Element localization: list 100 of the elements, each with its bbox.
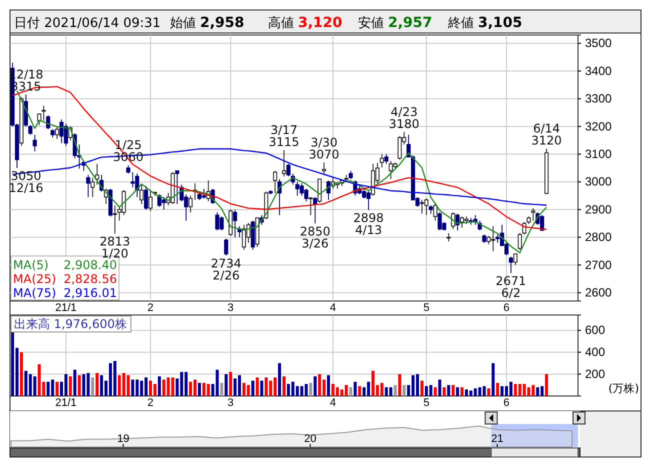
bar <box>478 387 482 396</box>
bar <box>158 376 161 396</box>
candlestick <box>384 154 388 164</box>
x-tick-label: 5 <box>423 302 430 314</box>
bar <box>349 387 352 396</box>
bar <box>131 380 134 396</box>
x-tick-label: 2 <box>147 302 154 314</box>
bar <box>282 376 286 396</box>
bar <box>56 382 59 396</box>
y-tick-label: 3300 <box>585 92 612 106</box>
bar <box>122 373 126 396</box>
x-tick-label: 6 <box>503 396 510 409</box>
candlestick <box>286 163 290 177</box>
annotation: 3/17 3115 <box>268 122 300 149</box>
x-tick-label: 2 <box>147 396 154 409</box>
candlestick <box>398 136 402 160</box>
bar <box>318 374 322 396</box>
x-tick-label: 3 <box>228 302 234 314</box>
annotation: 2898 4/13 <box>353 211 384 238</box>
candlestick <box>148 190 153 212</box>
text: MA(75) 2,916.01 <box>13 286 117 300</box>
candlestick <box>90 177 95 198</box>
candlestick <box>308 196 313 216</box>
candlestick <box>508 256 513 274</box>
bar <box>460 387 464 396</box>
bar <box>100 375 104 396</box>
y-tick-label: 3100 <box>585 146 612 161</box>
candlestick <box>224 238 228 256</box>
candlestick <box>460 216 464 228</box>
annotation: 3/30 3070 <box>308 135 340 162</box>
annotation: 2734 2/26 <box>210 256 242 283</box>
candlestick <box>144 186 148 210</box>
x-tick-label: 4 <box>330 302 336 314</box>
bar <box>442 387 446 396</box>
candlestick <box>202 188 206 199</box>
annotation: 6/14 3120 <box>531 122 562 148</box>
y-tick-label: 2900 <box>585 202 612 216</box>
y-axis-title: (万株) <box>608 382 639 395</box>
x-tick-label: 21/1 <box>55 396 77 409</box>
candlestick <box>232 209 238 238</box>
y-tick-label: 400 <box>585 345 606 360</box>
bar <box>394 385 397 396</box>
candlestick <box>313 196 318 224</box>
bar <box>429 385 432 396</box>
bar <box>456 387 460 396</box>
y-tick-label: 3500 <box>585 36 612 50</box>
candlestick <box>175 170 180 204</box>
text: 始値 2,958 <box>170 15 244 31</box>
bar <box>487 388 490 396</box>
y-tick-label: 3200 <box>585 119 612 134</box>
bar <box>246 385 250 396</box>
candlestick <box>86 174 90 198</box>
bar <box>38 364 41 396</box>
annotation: 4/23 3180 <box>388 104 420 131</box>
x-tick-label: 20 <box>304 433 316 445</box>
candlestick <box>188 195 193 213</box>
candlestick <box>112 204 117 234</box>
candlestick <box>162 196 166 210</box>
candlestick <box>438 212 442 231</box>
bar <box>126 375 130 396</box>
y-tick-label: 200 <box>585 366 606 381</box>
bar <box>496 382 500 396</box>
bar <box>229 372 232 396</box>
chart-title: 日付 2021/06/14 09:31 <box>14 16 161 31</box>
bar <box>91 377 94 396</box>
bar <box>522 384 526 396</box>
bar <box>33 376 36 396</box>
bar <box>64 374 68 396</box>
candlestick <box>215 212 220 231</box>
x-tick-label: 5 <box>423 396 430 409</box>
bar <box>527 387 530 396</box>
bar <box>420 380 424 396</box>
candlestick <box>55 126 60 140</box>
bar <box>447 385 450 396</box>
bar <box>20 352 23 396</box>
y-tick-label: 2800 <box>585 230 612 244</box>
bar <box>309 382 312 396</box>
x-tick-label: 4 <box>330 396 336 409</box>
bar <box>492 363 495 396</box>
bar <box>482 386 486 396</box>
bar <box>509 382 512 396</box>
bar <box>251 380 254 396</box>
candlestick <box>366 191 371 211</box>
y-tick-label: 3000 <box>585 174 612 189</box>
bar <box>304 384 308 396</box>
bar <box>234 378 237 396</box>
bar <box>256 377 259 396</box>
bar <box>380 382 384 396</box>
bar <box>326 375 330 396</box>
bar <box>438 380 442 396</box>
chart-title: 出来高 1,976,600株 <box>14 317 127 331</box>
annotation: 2813 1/20 <box>100 234 130 261</box>
bar <box>545 374 548 396</box>
text: 高値 3,120 <box>268 15 343 31</box>
bar <box>82 374 86 396</box>
bar <box>198 382 201 396</box>
bar <box>220 382 224 396</box>
bar <box>224 374 228 396</box>
bar <box>193 380 196 396</box>
bar <box>216 370 219 396</box>
